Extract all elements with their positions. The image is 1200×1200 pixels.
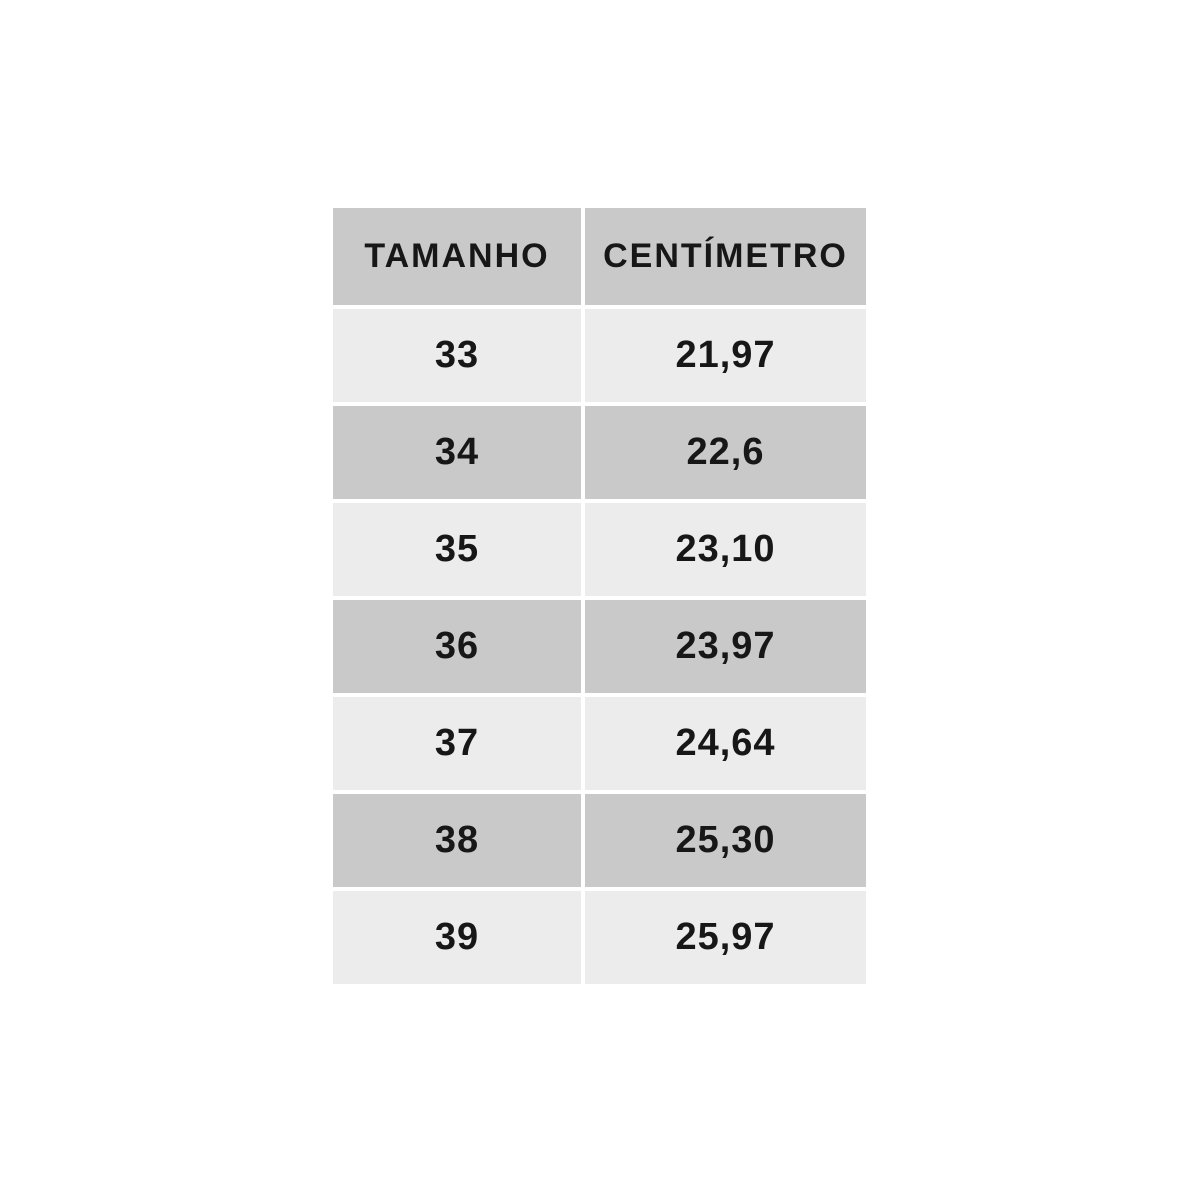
table-cell-tamanho: 34 — [333, 406, 581, 499]
table-cell-centimetro: 21,97 — [585, 309, 866, 402]
table-cell-tamanho: 38 — [333, 794, 581, 887]
table-cell-tamanho: 37 — [333, 697, 581, 790]
column-header-tamanho: TAMANHO — [333, 208, 581, 305]
table-cell-centimetro: 25,97 — [585, 891, 866, 984]
table-cell-centimetro: 25,30 — [585, 794, 866, 887]
table-cell-tamanho: 36 — [333, 600, 581, 693]
table-cell-tamanho: 39 — [333, 891, 581, 984]
table-cell-centimetro: 23,10 — [585, 503, 866, 596]
column-header-centimetro: CENTÍMETRO — [585, 208, 866, 305]
table-cell-centimetro: 24,64 — [585, 697, 866, 790]
table-cell-tamanho: 35 — [333, 503, 581, 596]
size-table: TAMANHO CENTÍMETRO 33 21,97 34 22,6 35 23,10 3… — [333, 208, 866, 984]
table-cell-centimetro: 22,6 — [585, 406, 866, 499]
table-cell-tamanho: 33 — [333, 309, 581, 402]
table-cell-centimetro: 23,97 — [585, 600, 866, 693]
